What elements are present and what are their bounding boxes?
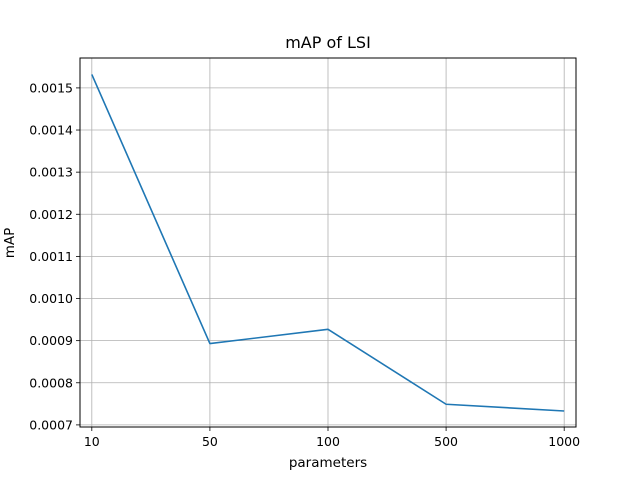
y-tick-label: 0.0008 <box>29 375 73 390</box>
x-tick-label: 1000 <box>548 434 580 449</box>
grid <box>80 58 576 427</box>
y-axis-label: mAP <box>2 228 18 259</box>
chart-title: mAP of LSI <box>285 33 371 52</box>
series-line <box>91 74 565 412</box>
x-tick-label: 500 <box>434 434 458 449</box>
y-tick-label: 0.0013 <box>29 165 73 180</box>
x-tick-label: 10 <box>84 434 100 449</box>
series-layer <box>91 74 565 412</box>
y-tick-label: 0.0015 <box>29 80 73 95</box>
y-tick-label: 0.0009 <box>29 333 73 348</box>
y-tick-label: 0.0007 <box>29 417 73 432</box>
y-tick-label: 0.0010 <box>29 291 73 306</box>
y-axis: 0.0007 0.0008 0.0009 0.0010 0.0011 0.0012 0.00… <box>29 80 80 432</box>
x-tick-label: 50 <box>202 434 218 449</box>
y-tick-label: 0.0014 <box>29 123 73 138</box>
y-tick-label: 0.0012 <box>29 207 73 222</box>
x-axis-label: parameters <box>289 455 367 471</box>
x-tick-label: 100 <box>316 434 340 449</box>
y-tick-label: 0.0011 <box>29 249 73 264</box>
x-axis: 10 50 100 500 1000 <box>84 427 580 449</box>
